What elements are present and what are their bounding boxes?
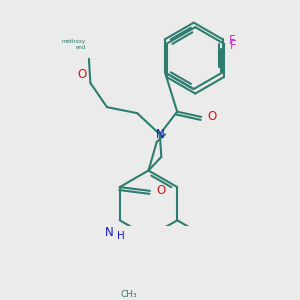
Text: F: F [229, 34, 235, 47]
Text: O: O [156, 184, 165, 197]
Text: H: H [117, 231, 125, 241]
Text: N: N [155, 128, 164, 141]
Text: methoxy
end: methoxy end [61, 39, 86, 50]
Text: N: N [105, 226, 114, 239]
Text: CH₃: CH₃ [120, 290, 137, 299]
Text: F: F [230, 39, 237, 52]
Text: O: O [77, 68, 87, 81]
Text: O: O [207, 110, 217, 123]
